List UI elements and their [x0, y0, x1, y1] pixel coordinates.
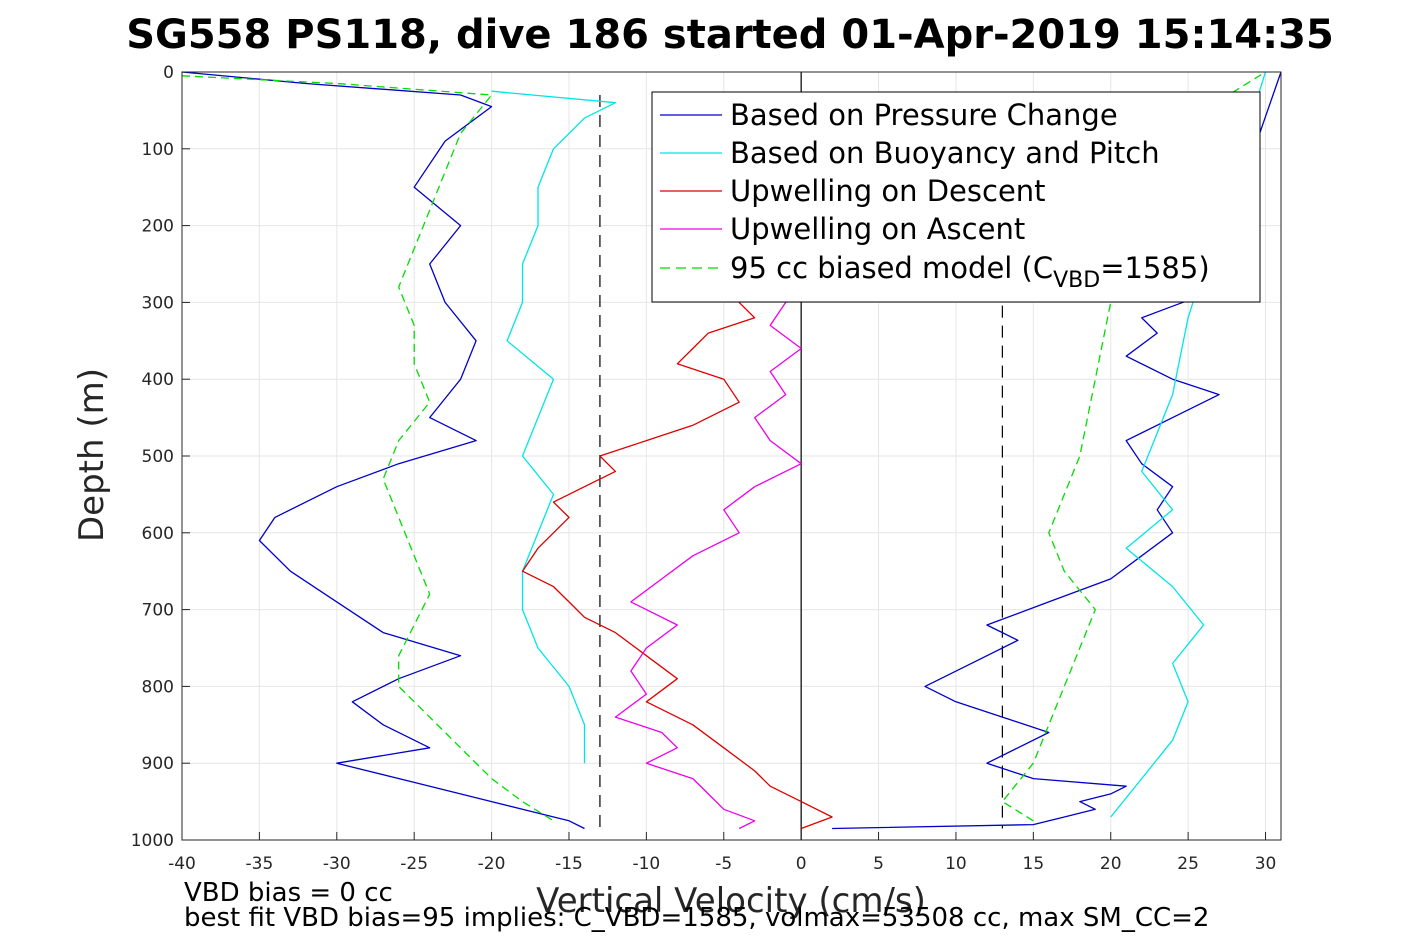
x-tick-label: 20: [1100, 854, 1122, 874]
x-tick-label: -20: [478, 854, 506, 874]
series-model-ascent: [1001, 71, 1266, 822]
series-model-descent: [181, 75, 554, 822]
legend: Based on Pressure Change Based on Buoyan…: [651, 91, 1261, 303]
x-tick-label: -40: [168, 854, 196, 874]
x-ticks: -40 -35 -30 -25 -20 -15 -10 -5 0 5 10 15 20 25 30: [168, 832, 1276, 874]
footer-best-fit: best fit VBD bias=95 implies: C_VBD=1585…: [184, 903, 1210, 933]
series-descent: [521, 301, 833, 830]
x-tick-label: -35: [246, 854, 274, 874]
chart-title: SG558 PS118, dive 186 started 01-Apr-201…: [126, 12, 1334, 58]
x-axis-label: Vertical Velocity (cm/s): [536, 881, 926, 921]
x-tick-label: 30: [1255, 854, 1277, 874]
y-tick-label: 900: [142, 754, 174, 774]
y-tick-label: 0: [163, 63, 174, 83]
footer-vbd-bias: VBD bias = 0 cc: [184, 878, 393, 908]
x-tick-label: -30: [323, 854, 351, 874]
y-ticks: 0 100 200 300 400 500 600 700 800 900 1000: [131, 63, 190, 851]
y-axis-label: Depth (m): [72, 368, 112, 542]
y-tick-label: 1000: [131, 831, 174, 851]
legend-label-model-sub: VBD: [1053, 268, 1100, 293]
x-tick-label: -5: [715, 854, 732, 874]
series-pressure-ascent: [832, 71, 1282, 830]
series-buoyancy-descent: [491, 90, 617, 764]
y-tick-label: 200: [142, 217, 174, 237]
series-pressure-descent: [181, 71, 585, 830]
legend-label-descent: Upwelling on Descent: [730, 174, 1046, 208]
y-tick-label: 600: [142, 524, 174, 544]
y-tick-label: 100: [142, 140, 174, 160]
x-tick-label: 0: [796, 854, 807, 874]
x-tick-label: 10: [945, 854, 967, 874]
y-tick-label: 700: [142, 601, 174, 621]
y-tick-label: 800: [142, 677, 174, 697]
legend-label-ascent: Upwelling on Ascent: [730, 212, 1025, 246]
series-ascent: [614, 302, 802, 830]
x-tick-label: 5: [873, 854, 884, 874]
x-tick-label: 25: [1177, 854, 1199, 874]
legend-box: [651, 91, 1261, 303]
legend-label-pressure: Based on Pressure Change: [730, 98, 1118, 132]
x-tick-label: -15: [555, 854, 583, 874]
legend-label-model-main: 95 cc biased model (C: [730, 251, 1053, 285]
x-tick-label: -25: [400, 854, 428, 874]
y-tick-label: 400: [142, 370, 174, 390]
series-lines: [181, 71, 1282, 830]
y-tick-label: 300: [142, 293, 174, 313]
y-tick-label: 500: [142, 447, 174, 467]
series-buoyancy-ascent: [1110, 71, 1267, 818]
x-tick-label: 15: [1023, 854, 1045, 874]
x-tick-label: -10: [632, 854, 660, 874]
legend-label-buoyancy: Based on Buoyancy and Pitch: [730, 136, 1160, 170]
legend-label-model: 95 cc biased model (CVBD=1585): [730, 251, 1210, 293]
legend-label-model-end: =1585): [1100, 251, 1209, 285]
